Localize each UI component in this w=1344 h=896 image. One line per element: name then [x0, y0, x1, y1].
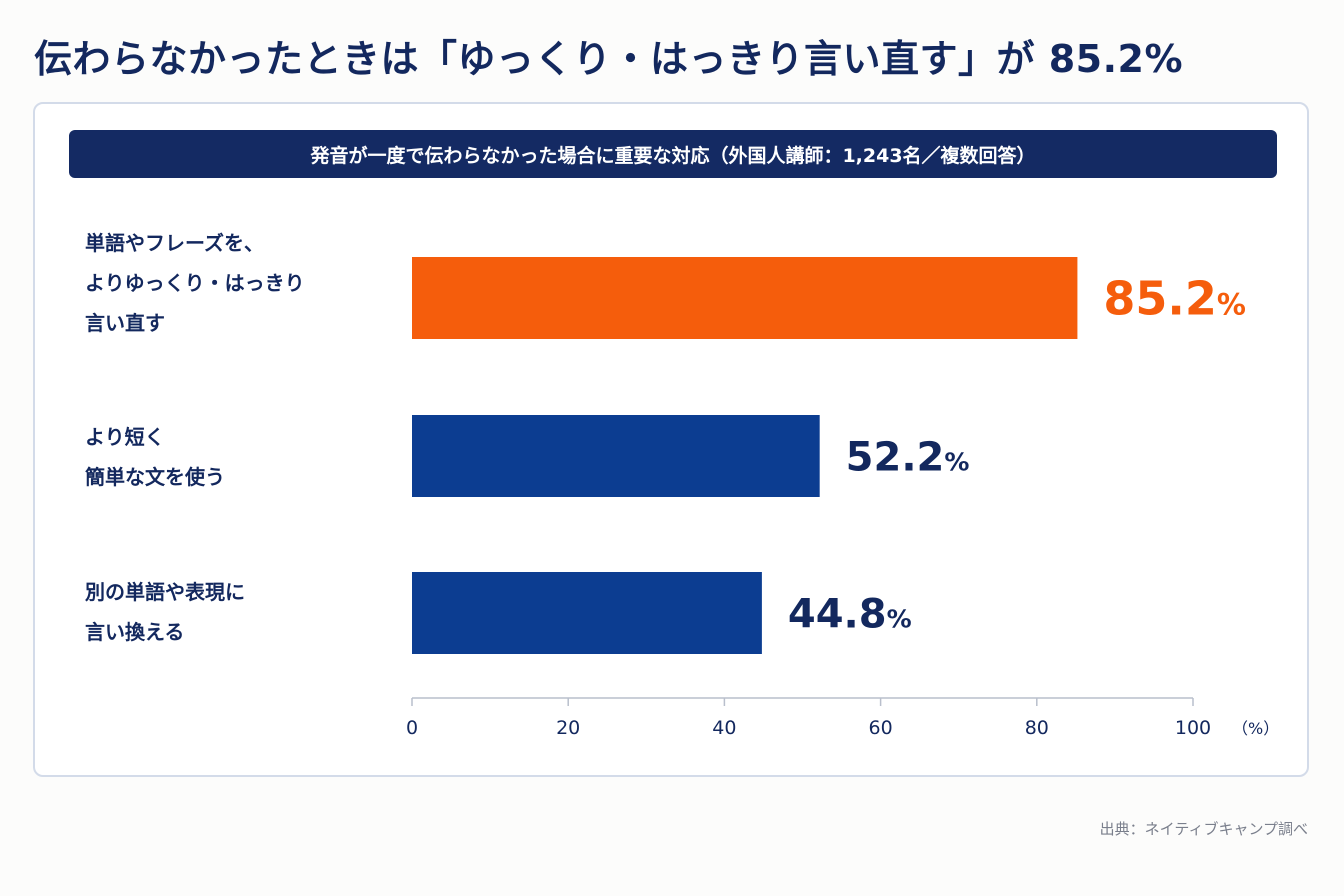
bar — [412, 257, 1078, 339]
x-tick-label: 60 — [869, 717, 893, 739]
source-note: 出典：ネイティブキャンプ調べ — [1099, 820, 1308, 838]
bar — [412, 572, 762, 654]
category-label: 別の単語や表現に 言い換える — [85, 580, 245, 644]
data-label: 52.2% — [846, 434, 970, 480]
category-label: より短く 簡単な文を使う — [85, 425, 225, 489]
x-tick-label: 80 — [1025, 717, 1049, 739]
bar — [412, 415, 820, 497]
chart-title: 発音が一度で伝わらなかった場合に重要な対応（外国人講師：1,243名／複数回答） — [69, 130, 1277, 178]
x-axis-unit: （%） — [1232, 719, 1279, 738]
x-tick-label: 40 — [712, 717, 736, 739]
x-tick-label: 0 — [406, 717, 418, 739]
category-label: 単語やフレーズを、 よりゆっくり・はっきり 言い直す — [85, 231, 305, 335]
headline: 伝わらなかったときは「ゆっくり・はっきり言い直す」が 85.2% — [34, 37, 1184, 81]
data-label: 85.2% — [1103, 272, 1246, 326]
x-tick-label: 20 — [556, 717, 580, 739]
x-tick-label: 100 — [1175, 717, 1211, 739]
data-label: 44.8% — [788, 591, 912, 637]
